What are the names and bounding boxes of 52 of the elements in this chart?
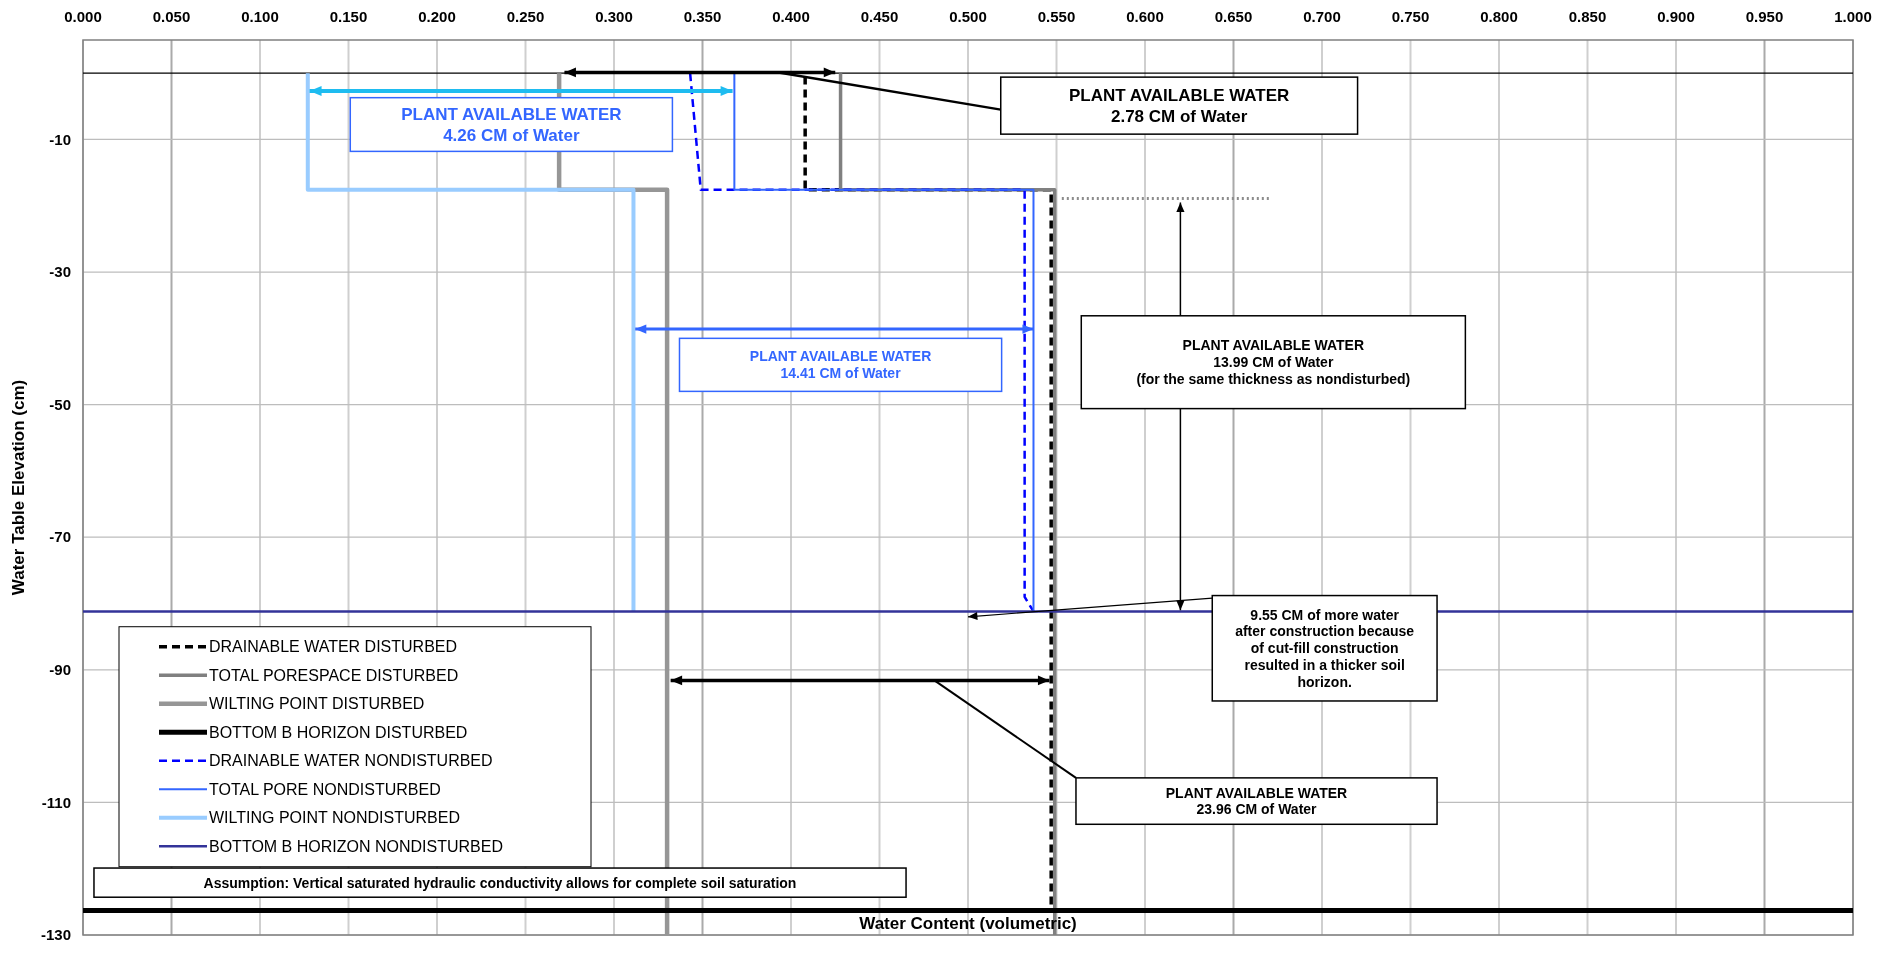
legend-label: TOTAL PORESPACE DISTURBED	[209, 666, 459, 684]
y-tick-label: -50	[49, 395, 71, 413]
x-tick-label: 0.700	[1303, 8, 1341, 25]
annotation: PLANT AVAILABLE WATER 2.78 CM of Water	[1068, 86, 1290, 126]
x-tick-label: 0.400	[772, 8, 810, 25]
y-tick-label: -130	[40, 926, 71, 944]
legend-label: DRAINABLE WATER NONDISTURBED	[209, 752, 493, 770]
callout-box: PLANT AVAILABLE WATER 4.26 CM of Water	[349, 96, 674, 153]
x-tick-label: 0.250	[506, 8, 545, 25]
legend-label: TOTAL PORE NONDISTURBED	[209, 780, 441, 798]
annotation: Assumption: Vertical saturated hydraulic conductivity allows for complete soil saturation	[203, 874, 797, 891]
x-tick-label: 0.900	[1657, 8, 1695, 25]
x-tick-label: 0.500	[949, 8, 987, 25]
x-tick-label: 0.050	[152, 8, 191, 25]
x-tick-label: 0.000	[64, 8, 102, 25]
callout-box: Assumption: Vertical saturated hydraulic conductivity allows for complete soil saturation	[93, 867, 907, 898]
x-tick-label: 0.100	[241, 8, 279, 25]
x-axis-title: Water Content (volumetric)	[859, 914, 1077, 933]
callout-box: PLANT AVAILABLE WATER 2.78 CM of Water	[1000, 76, 1359, 135]
callout-box: PLANT AVAILABLE WATER 14.41 CM of Water	[678, 337, 1003, 393]
x-tick-label: 0.850	[1568, 8, 1607, 25]
x-tick-label: 0.600	[1126, 8, 1164, 25]
annotation: PLANT AVAILABLE WATER 14.41 CM of Water	[749, 348, 932, 382]
y-tick-label: -70	[49, 528, 71, 546]
x-tick-label: 0.950	[1745, 8, 1784, 25]
x-tick-label: 0.350	[683, 8, 722, 25]
y-axis-title: Water Table Elevation (cm)	[8, 379, 28, 596]
x-tick-label: 0.650	[1214, 8, 1253, 25]
x-tick-label: 0.150	[329, 8, 368, 25]
annotation: 9.55 CM of more water after construction because of cut-fill construction resulted in a thicker soil horizon.	[1235, 606, 1415, 690]
annotation: PLANT AVAILABLE WATER 23.96 CM of Water	[1165, 784, 1348, 818]
annotation: PLANT AVAILABLE WATER 13.99 CM of Water (for the same thickness as nondisturbed)	[1136, 337, 1411, 387]
legend-label: WILTING POINT NONDISTURBED	[209, 809, 460, 827]
legend-label: DRAINABLE WATER DISTURBED	[209, 638, 458, 656]
x-tick-label: 0.200	[418, 8, 456, 25]
legend-label: BOTTOM B HORIZON DISTURBED	[209, 723, 468, 741]
x-tick-label: 1.000	[1834, 8, 1872, 25]
legend-label: WILTING POINT DISTURBED	[209, 695, 425, 713]
callout-box: PLANT AVAILABLE WATER 23.96 CM of Water	[1075, 777, 1438, 826]
x-tick-label: 0.800	[1480, 8, 1518, 25]
callout-box: 9.55 CM of more water after construction because of cut-fill construction resulted in a thicker soil horizon.	[1211, 594, 1438, 702]
y-tick-label: -110	[41, 793, 71, 811]
x-tick-label: 0.450	[860, 8, 899, 25]
x-tick-label: 0.300	[595, 8, 633, 25]
x-tick-label: 0.550	[1037, 8, 1076, 25]
legend-label: BOTTOM B HORIZON NONDISTURBED	[209, 837, 503, 855]
callout-box: PLANT AVAILABLE WATER 13.99 CM of Water (for the same thickness as nondisturbed)	[1080, 315, 1467, 410]
y-tick-label: -90	[49, 661, 71, 679]
y-tick-label: -30	[49, 263, 71, 281]
annotation: PLANT AVAILABLE WATER 4.26 CM of Water	[401, 105, 622, 145]
y-tick-label: -10	[49, 130, 71, 148]
x-tick-label: 0.750	[1391, 8, 1430, 25]
